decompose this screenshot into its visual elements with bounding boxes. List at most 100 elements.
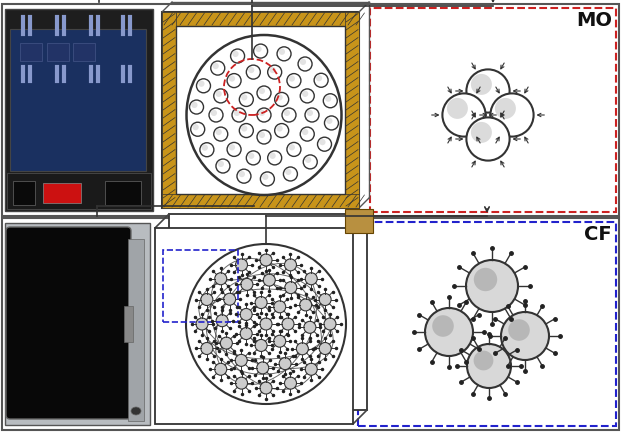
Circle shape bbox=[300, 59, 306, 65]
Circle shape bbox=[260, 382, 272, 394]
Circle shape bbox=[196, 318, 208, 330]
Bar bbox=[155, 228, 353, 424]
Circle shape bbox=[200, 143, 214, 157]
Circle shape bbox=[241, 94, 247, 101]
Circle shape bbox=[215, 129, 222, 135]
Circle shape bbox=[305, 108, 319, 122]
Bar bbox=[10, 29, 146, 171]
Circle shape bbox=[274, 301, 286, 313]
Circle shape bbox=[232, 51, 238, 57]
Circle shape bbox=[240, 328, 252, 339]
Circle shape bbox=[202, 145, 208, 151]
Circle shape bbox=[296, 343, 309, 355]
Circle shape bbox=[495, 98, 516, 119]
Circle shape bbox=[282, 108, 296, 122]
Circle shape bbox=[302, 91, 308, 97]
Circle shape bbox=[285, 169, 291, 175]
Bar bbox=[176, 26, 345, 194]
Circle shape bbox=[317, 137, 332, 151]
Circle shape bbox=[508, 319, 530, 341]
Bar bbox=[2, 218, 619, 430]
Circle shape bbox=[289, 76, 295, 82]
Circle shape bbox=[262, 174, 268, 180]
Circle shape bbox=[196, 79, 211, 93]
Circle shape bbox=[201, 293, 213, 306]
Circle shape bbox=[247, 151, 260, 165]
Circle shape bbox=[238, 171, 245, 177]
Circle shape bbox=[303, 155, 317, 169]
Circle shape bbox=[325, 95, 332, 102]
Circle shape bbox=[259, 88, 265, 94]
Circle shape bbox=[276, 94, 283, 101]
Circle shape bbox=[235, 354, 247, 366]
Circle shape bbox=[255, 46, 261, 52]
Ellipse shape bbox=[131, 407, 141, 415]
Bar bbox=[13, 181, 35, 205]
Circle shape bbox=[241, 278, 253, 290]
Bar bbox=[162, 194, 359, 208]
Circle shape bbox=[215, 273, 227, 285]
Circle shape bbox=[240, 309, 252, 320]
Text: MO: MO bbox=[576, 11, 612, 30]
Ellipse shape bbox=[186, 35, 342, 195]
Circle shape bbox=[215, 363, 227, 375]
Circle shape bbox=[466, 69, 510, 112]
Circle shape bbox=[289, 144, 295, 151]
Circle shape bbox=[260, 318, 272, 330]
Circle shape bbox=[241, 125, 247, 132]
Circle shape bbox=[324, 318, 336, 330]
Bar bbox=[105, 181, 141, 205]
Circle shape bbox=[227, 74, 241, 88]
Bar bbox=[370, 8, 616, 212]
Circle shape bbox=[259, 110, 265, 116]
Circle shape bbox=[319, 139, 325, 145]
Circle shape bbox=[260, 172, 274, 186]
Circle shape bbox=[257, 108, 271, 122]
Bar bbox=[73, 43, 95, 61]
Circle shape bbox=[215, 91, 222, 97]
Circle shape bbox=[227, 142, 241, 156]
Circle shape bbox=[201, 342, 213, 355]
Bar bbox=[358, 222, 616, 426]
Bar bbox=[47, 43, 69, 61]
FancyBboxPatch shape bbox=[6, 227, 131, 419]
Bar bbox=[163, 250, 238, 322]
Circle shape bbox=[283, 167, 297, 181]
Circle shape bbox=[304, 321, 316, 333]
Circle shape bbox=[274, 92, 289, 106]
Circle shape bbox=[474, 268, 497, 291]
Circle shape bbox=[284, 259, 296, 271]
Circle shape bbox=[270, 153, 276, 159]
Bar bbox=[345, 12, 359, 208]
Circle shape bbox=[257, 86, 271, 100]
Circle shape bbox=[268, 151, 282, 165]
Circle shape bbox=[319, 293, 331, 306]
Circle shape bbox=[214, 89, 228, 103]
Circle shape bbox=[193, 124, 199, 130]
Circle shape bbox=[316, 75, 322, 81]
Circle shape bbox=[233, 110, 240, 116]
Circle shape bbox=[270, 67, 276, 73]
Circle shape bbox=[287, 142, 301, 156]
Circle shape bbox=[474, 351, 494, 370]
Circle shape bbox=[491, 93, 533, 137]
Circle shape bbox=[255, 296, 267, 309]
Circle shape bbox=[235, 377, 248, 389]
Circle shape bbox=[324, 116, 338, 130]
Circle shape bbox=[216, 315, 228, 327]
Bar bbox=[2, 4, 619, 216]
Circle shape bbox=[324, 94, 337, 108]
Circle shape bbox=[248, 67, 255, 73]
Circle shape bbox=[282, 318, 294, 330]
Circle shape bbox=[300, 299, 312, 311]
Circle shape bbox=[232, 108, 246, 122]
Circle shape bbox=[471, 74, 492, 95]
Circle shape bbox=[466, 260, 518, 312]
Bar bbox=[5, 223, 150, 425]
Circle shape bbox=[247, 65, 260, 79]
Circle shape bbox=[467, 344, 511, 388]
Circle shape bbox=[279, 358, 291, 370]
Circle shape bbox=[306, 363, 317, 375]
Circle shape bbox=[239, 92, 253, 106]
Bar bbox=[7, 173, 151, 209]
